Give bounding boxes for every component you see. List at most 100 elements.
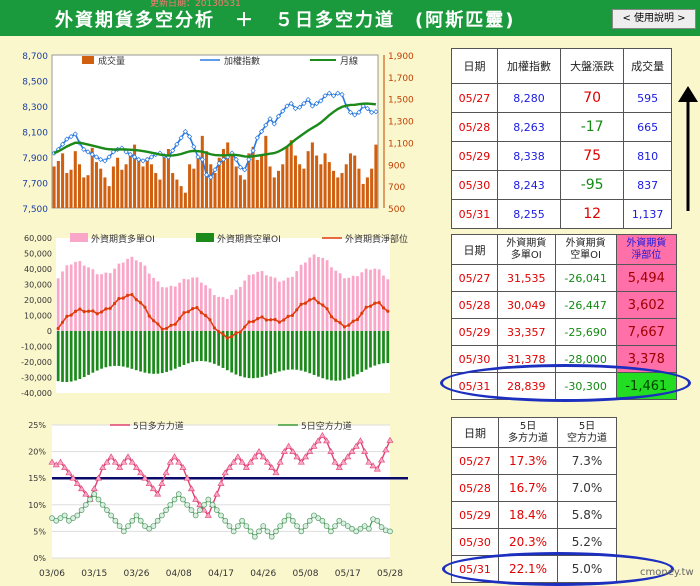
index-point bbox=[81, 146, 87, 152]
volume-bar bbox=[310, 142, 314, 208]
y-left-tick: 8,100 bbox=[22, 129, 48, 139]
long-force-point bbox=[335, 463, 343, 470]
page-title: 外資期貨多空分析 ＋ ５日多空力道 (阿斯匹靈) bbox=[55, 10, 516, 31]
long-force-point bbox=[369, 462, 377, 469]
legend-long-label: 外資期貨多單OI bbox=[91, 233, 155, 245]
short-oi-bar bbox=[147, 331, 151, 374]
long-oi-bar bbox=[217, 296, 221, 331]
short-oi-bar bbox=[108, 331, 112, 367]
legend-volume-label: 成交量 bbox=[98, 55, 125, 67]
volume-bar bbox=[260, 155, 264, 208]
short-force-point bbox=[277, 523, 283, 529]
volume-bar bbox=[264, 135, 268, 208]
long-force-point bbox=[268, 463, 276, 470]
long-force-point bbox=[344, 453, 352, 460]
long-force-point bbox=[179, 463, 187, 470]
short-force-point bbox=[171, 496, 178, 503]
short-oi-bar bbox=[130, 331, 134, 369]
long-oi-bar bbox=[321, 257, 325, 331]
index-point bbox=[127, 151, 133, 158]
long-oi-bar bbox=[269, 276, 273, 331]
long-oi-bar bbox=[186, 279, 190, 331]
change-cell: 75 bbox=[560, 141, 625, 171]
short-oi-bar bbox=[78, 331, 82, 379]
short-oi-cell: -26,447 bbox=[554, 291, 617, 319]
table-row: 05/27 31,535 -26,041 5,494 bbox=[451, 264, 678, 292]
index-point bbox=[233, 156, 239, 163]
short-force-point bbox=[129, 517, 136, 524]
short-oi-bar bbox=[143, 331, 147, 373]
long-oi-bar bbox=[208, 288, 212, 331]
short-oi-bar bbox=[186, 331, 190, 364]
net-position-point bbox=[117, 297, 121, 301]
help-button[interactable]: < 使用說明 > bbox=[612, 9, 696, 29]
net-position-point bbox=[347, 323, 351, 327]
y-left-tick: 8,700 bbox=[22, 52, 48, 62]
net-position-point bbox=[173, 322, 177, 326]
short-force-point bbox=[184, 501, 191, 508]
net-position-point bbox=[217, 330, 221, 334]
short-force-point bbox=[328, 528, 334, 535]
index-point bbox=[364, 105, 371, 112]
long-force-point bbox=[263, 458, 272, 465]
long-oi-bar bbox=[65, 265, 69, 331]
index-point bbox=[352, 112, 358, 118]
long-oi-bar bbox=[382, 275, 385, 331]
long-oi-bar bbox=[230, 294, 234, 331]
volume-bar bbox=[293, 155, 297, 208]
net-position-point bbox=[243, 325, 247, 329]
y-right-tick: 1,900 bbox=[388, 52, 414, 62]
long-force-point bbox=[73, 479, 81, 486]
volume-bar bbox=[327, 162, 331, 208]
index-point bbox=[174, 141, 180, 147]
net-position-point bbox=[186, 310, 190, 314]
short-force-point bbox=[332, 523, 338, 529]
long-force-point bbox=[204, 511, 212, 518]
volume-bar bbox=[196, 155, 200, 208]
long-force-point bbox=[225, 463, 233, 470]
short-oi-bar bbox=[351, 331, 355, 377]
table-row: 05/31 8,255 12 1,137 bbox=[451, 199, 672, 229]
long-force-point bbox=[382, 446, 390, 453]
legend-net-label: 外資期貨淨部位 bbox=[345, 233, 408, 245]
index-point bbox=[313, 100, 320, 107]
short-force-point bbox=[361, 523, 368, 529]
net-position-point bbox=[165, 326, 169, 330]
long-force-point bbox=[170, 453, 179, 460]
long-oi-bar bbox=[282, 280, 286, 331]
short-force-point bbox=[243, 523, 250, 529]
change-cell: -17 bbox=[560, 112, 625, 142]
net-position-cell: 5,494 bbox=[615, 264, 678, 292]
legend-short-label: 5日空方力道 bbox=[301, 420, 352, 432]
long-force-point bbox=[276, 458, 284, 465]
net-position-point bbox=[282, 318, 286, 322]
short-force-cell: 7.0% bbox=[557, 474, 617, 502]
index-point bbox=[267, 116, 273, 122]
volume-bar bbox=[69, 169, 73, 208]
net-position-point bbox=[156, 322, 160, 326]
volume-bar bbox=[145, 157, 149, 208]
long-force-point bbox=[297, 458, 305, 465]
net-position-point bbox=[364, 305, 368, 309]
volume-bar bbox=[247, 153, 251, 208]
update-date: 更新日期：20130531 bbox=[150, 0, 241, 9]
long-oi-bar bbox=[304, 262, 307, 331]
long-oi-bar bbox=[234, 289, 238, 331]
long-oi-bar bbox=[173, 286, 177, 331]
x-tick: 04/17 bbox=[208, 569, 234, 579]
short-force-point bbox=[167, 501, 174, 508]
y-right-tick: 1,500 bbox=[388, 96, 414, 106]
index-cell: 8,280 bbox=[496, 83, 562, 113]
index-point bbox=[275, 113, 282, 119]
long-oi-bar bbox=[312, 254, 316, 331]
net-position-point bbox=[130, 292, 134, 297]
net-position-point bbox=[299, 302, 303, 306]
volume-bar bbox=[162, 155, 166, 208]
long-oi-bar bbox=[369, 269, 372, 331]
short-force-point bbox=[260, 523, 267, 529]
foreign-futures-oi-chart: 60,000 50,000 40,000 30,000 20,000 10,000 0 -10… bbox=[21, 233, 408, 398]
net-position-point bbox=[195, 306, 199, 310]
net-position-point bbox=[95, 312, 99, 316]
long-oi-bar bbox=[134, 260, 138, 331]
net-position-point bbox=[134, 297, 138, 302]
